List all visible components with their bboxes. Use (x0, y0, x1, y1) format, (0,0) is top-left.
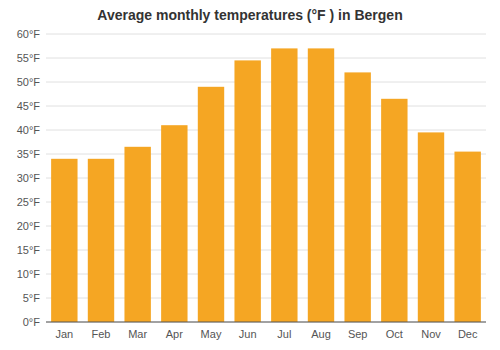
x-tick-label: Apr (166, 328, 183, 340)
bar (418, 132, 444, 322)
x-tick-label: Mar (128, 328, 147, 340)
grid-line (46, 34, 486, 35)
bar (51, 159, 77, 322)
grid (46, 34, 486, 322)
bar (198, 87, 224, 322)
bar (454, 152, 480, 322)
y-tick-label: 30°F (17, 172, 41, 184)
y-tick-label: 55°F (17, 52, 41, 64)
y-tick-label: 10°F (17, 268, 41, 280)
x-tick-label: Jan (55, 328, 73, 340)
y-tick-label: 60°F (17, 28, 41, 40)
x-tick-label: May (201, 328, 222, 340)
x-tick-label: Feb (92, 328, 111, 340)
bar (308, 48, 334, 322)
x-tick-label: Aug (311, 328, 331, 340)
bars (51, 48, 481, 322)
x-tick-label: Jun (239, 328, 257, 340)
bar (271, 48, 297, 322)
bar (344, 72, 370, 322)
grid-line (46, 322, 486, 323)
bar (381, 99, 407, 322)
y-tick-label: 20°F (17, 220, 41, 232)
x-tick-label: Nov (421, 328, 441, 340)
x-tick-label: Dec (458, 328, 478, 340)
grid-line (46, 82, 486, 83)
grid-line (46, 106, 486, 107)
y-tick-label: 25°F (17, 196, 41, 208)
y-tick-label: 35°F (17, 148, 41, 160)
chart-svg: Average monthly temperatures (°F ) in Be… (0, 0, 500, 350)
x-axis-line (46, 322, 486, 323)
y-tick-label: 45°F (17, 100, 41, 112)
y-tick-label: 15°F (17, 244, 41, 256)
bar (88, 159, 114, 322)
x-tick-label: Jul (277, 328, 291, 340)
y-tick-label: 5°F (23, 292, 41, 304)
y-tick-label: 40°F (17, 124, 41, 136)
y-axis: 0°F 5°F 10°F 15°F 20°F 25°F 30°F 35°F 40°F 45°F 50… (17, 28, 41, 328)
grid-line (46, 130, 486, 131)
x-tick-label: Oct (386, 328, 403, 340)
x-tick-label: Sep (348, 328, 368, 340)
x-axis: Jan Feb Mar Apr May Jun Jul Aug Sep Oct Nov Dec (46, 322, 486, 340)
y-tick-label: 0°F (23, 316, 41, 328)
grid-line (46, 58, 486, 59)
bar (234, 60, 260, 322)
bar (161, 125, 187, 322)
bar (124, 147, 150, 322)
chart-container: Average monthly temperatures (°F ) in Be… (0, 0, 500, 350)
y-tick-label: 50°F (17, 76, 41, 88)
chart-title: Average monthly temperatures (°F ) in Be… (97, 7, 402, 23)
